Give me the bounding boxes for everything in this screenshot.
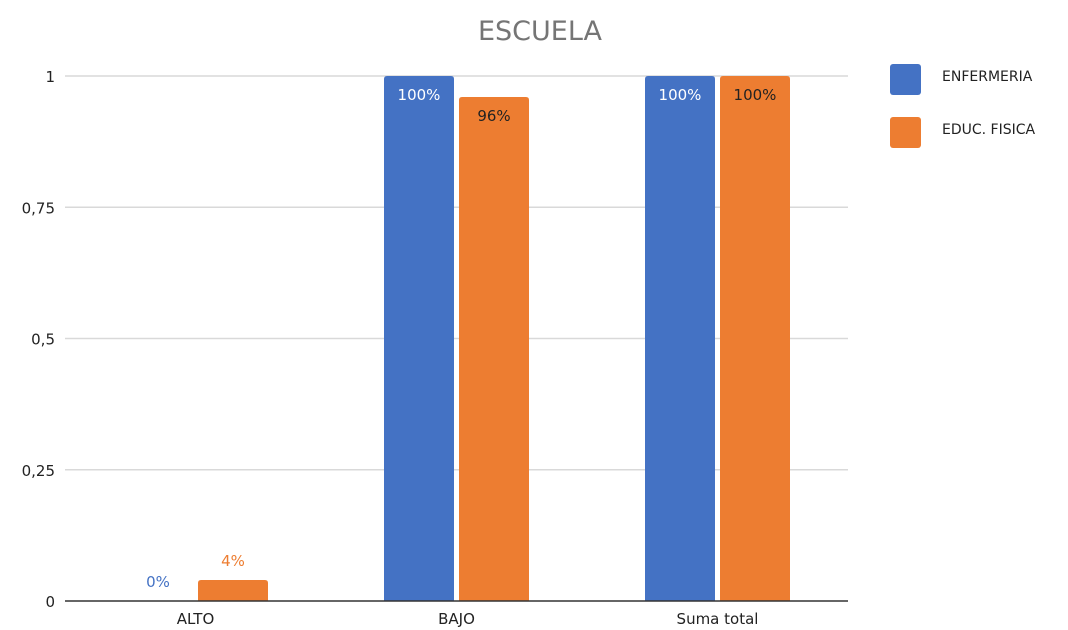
- bars: [198, 76, 790, 601]
- legend-swatch: [890, 64, 921, 95]
- legend-swatch: [890, 117, 921, 148]
- y-tick-label: 0,75: [22, 199, 55, 217]
- bar: [459, 97, 529, 601]
- legend-label: ENFERMERIA: [942, 69, 1033, 85]
- data-label: 96%: [477, 107, 510, 125]
- y-tick-label: 0,25: [22, 462, 55, 480]
- legend: ENFERMERIA EDUC. FISICA: [890, 64, 1036, 148]
- bar: [720, 76, 790, 601]
- y-tick-label: 0,5: [31, 331, 55, 349]
- data-labels: 0% 4% 100% 96% 100% 100%: [146, 86, 776, 591]
- y-tick-label: 0: [45, 593, 55, 611]
- x-tick-label: BAJO: [438, 610, 475, 628]
- legend-label: EDUC. FISICA: [942, 122, 1036, 138]
- y-axis-ticks: 0 0,25 0,5 0,75 1: [22, 68, 55, 611]
- data-label: 100%: [659, 86, 702, 104]
- data-label: 100%: [734, 86, 777, 104]
- chart-title: ESCUELA: [478, 16, 603, 47]
- data-label: 100%: [398, 86, 441, 104]
- x-tick-label: ALTO: [177, 610, 215, 628]
- x-axis: ALTO BAJO Suma total: [65, 600, 848, 628]
- gridlines: [65, 75, 848, 471]
- y-tick-label: 1: [45, 68, 55, 86]
- data-label: 0%: [146, 573, 170, 591]
- data-label: 4%: [221, 552, 245, 570]
- bar: [198, 580, 268, 601]
- x-tick-label: Suma total: [677, 610, 759, 628]
- bar: [384, 76, 454, 601]
- bar: [645, 76, 715, 601]
